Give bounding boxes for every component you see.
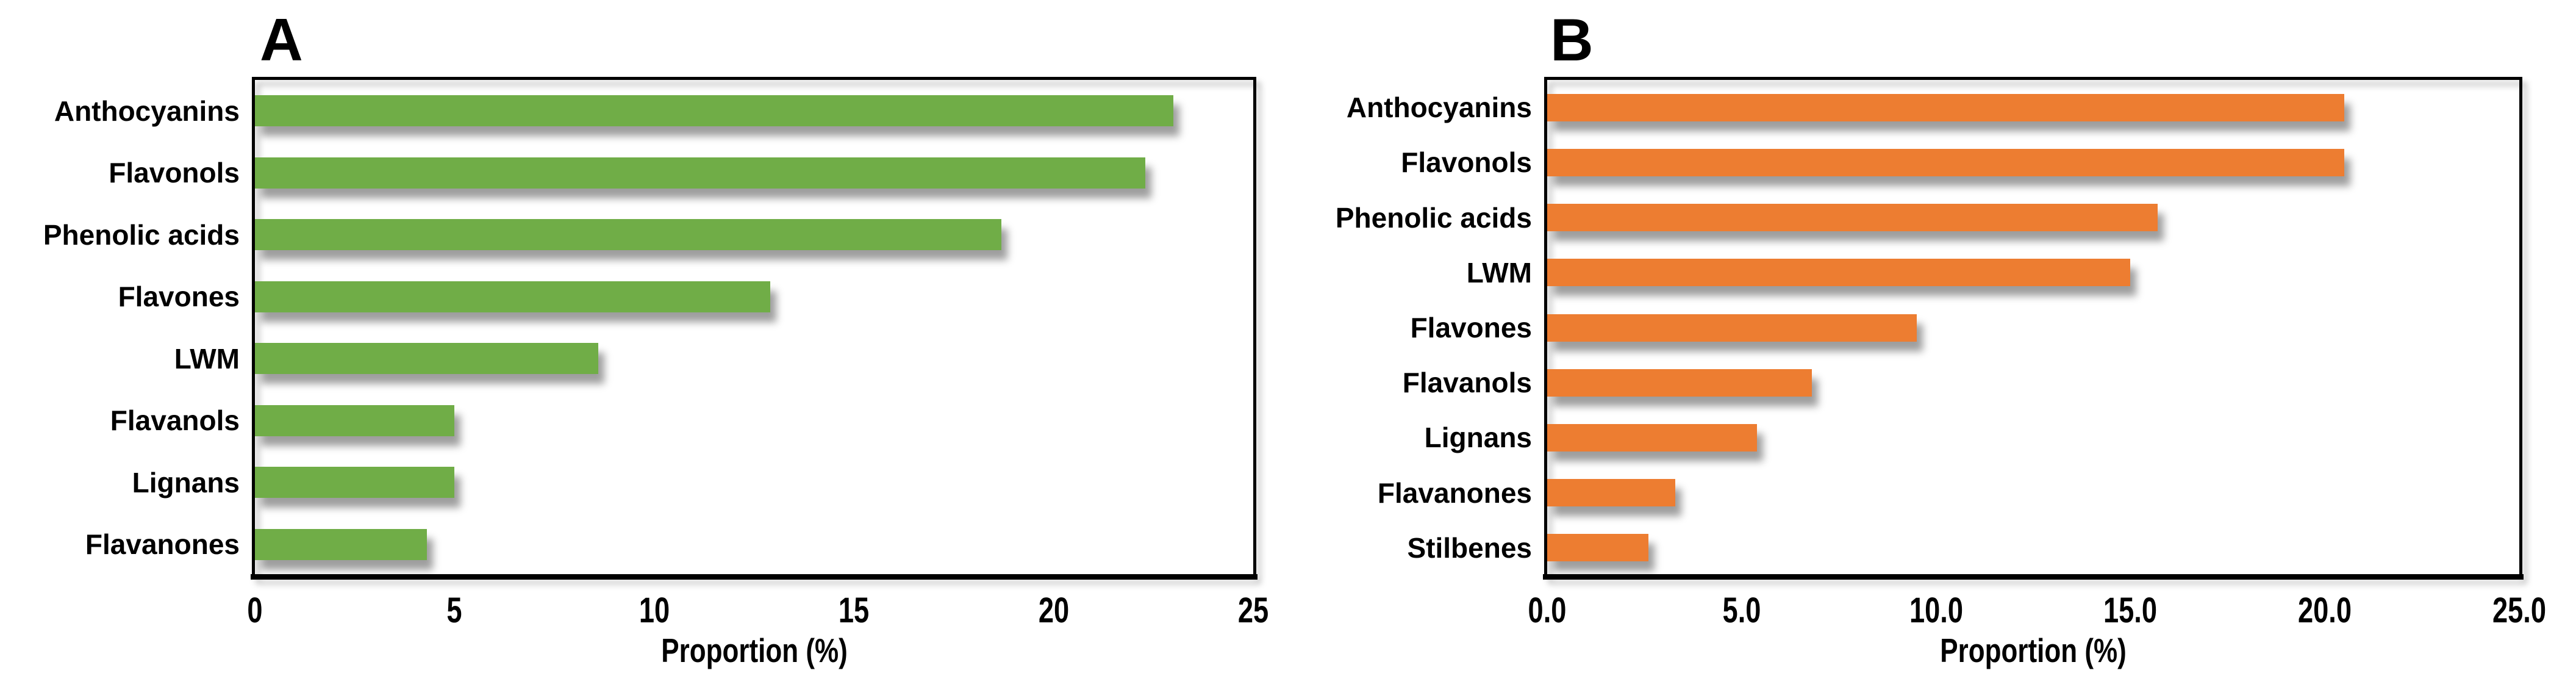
category-label-flavanones: Flavanones: [1377, 477, 1532, 509]
x-tick-label: 15.0: [2103, 591, 2158, 630]
category-label-flavanols: Flavanols: [110, 405, 240, 436]
bar-anthocyanins: [255, 95, 1173, 126]
bar-flavanols: [1547, 369, 1812, 397]
bar-lwm: [1547, 259, 2130, 286]
x-axis-line: [251, 574, 1258, 580]
category-label-lignans: Lignans: [1424, 422, 1532, 453]
bar-anthocyanins: [1547, 94, 2344, 121]
x-tick-label: 20.0: [2297, 591, 2352, 630]
category-label-anthocyanins: Anthocyanins: [54, 95, 240, 127]
category-label-stilbenes: Stilbenes: [1407, 532, 1532, 564]
bar-flavanones: [255, 529, 427, 560]
category-label-anthocyanins: Anthocyanins: [1346, 92, 1532, 123]
category-label-phenolic-acids: Phenolic acids: [43, 219, 240, 251]
bar-flavonols: [255, 157, 1145, 189]
category-label-lwm: LWM: [1466, 257, 1532, 289]
bar-flavanols: [255, 405, 454, 436]
panel-b-title: B: [1550, 6, 1594, 73]
x-tick-label: 25.0: [2492, 591, 2547, 630]
x-tick-label: 5.0: [1722, 591, 1761, 630]
bar-flavonols: [1547, 149, 2344, 176]
category-label-flavonols: Flavonols: [109, 157, 240, 189]
bar-flavones: [255, 281, 770, 312]
bar-lwm: [255, 343, 598, 374]
x-tick-label: 0: [247, 591, 263, 630]
x-axis-title: Proportion (%): [661, 631, 848, 669]
category-label-flavones: Flavones: [1410, 312, 1532, 344]
x-tick-label: 5: [446, 591, 462, 630]
bar-phenolic-acids: [1547, 204, 2158, 231]
x-tick-label: 20: [1038, 591, 1070, 630]
x-tick-label: 25: [1237, 591, 1269, 630]
bar-flavanones: [1547, 479, 1675, 506]
category-label-flavonols: Flavonols: [1401, 146, 1532, 178]
bar-lignans: [255, 467, 454, 498]
x-tick-label: 0.0: [1528, 591, 1567, 630]
x-axis-title: Proportion (%): [1940, 631, 2127, 669]
category-label-lignans: Lignans: [132, 467, 240, 498]
x-tick-label: 10: [639, 591, 670, 630]
category-label-lwm: LWM: [174, 343, 240, 375]
bar-phenolic-acids: [255, 219, 1001, 250]
category-label-flavanols: Flavanols: [1402, 367, 1532, 398]
bar-flavones: [1547, 314, 1917, 342]
category-label-flavones: Flavones: [118, 281, 240, 312]
category-label-flavanones: Flavanones: [85, 528, 240, 560]
bar-stilbenes: [1547, 534, 1648, 561]
x-tick-label: 15: [838, 591, 870, 630]
category-label-phenolic-acids: Phenolic acids: [1335, 202, 1532, 234]
bar-lignans: [1547, 424, 1757, 452]
x-axis-line: [1543, 574, 2524, 580]
x-tick-label: 10.0: [1909, 591, 1964, 630]
panel-a-title: A: [260, 6, 303, 73]
